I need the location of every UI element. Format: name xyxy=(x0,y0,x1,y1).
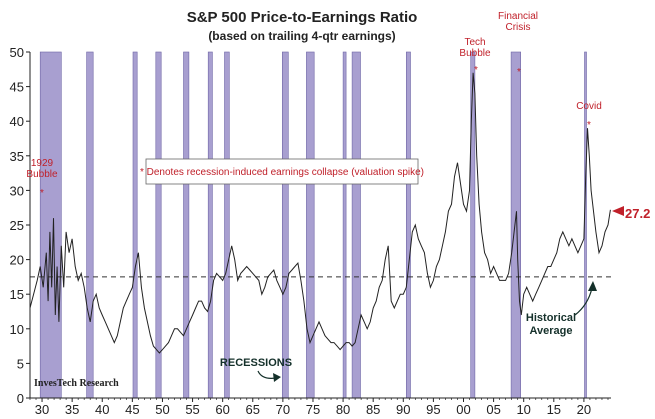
x-tick-label: 20 xyxy=(577,402,591,417)
current-value-label: 27.2 xyxy=(625,206,650,221)
x-tick-label: 65 xyxy=(246,402,260,417)
label-covid: Covid xyxy=(576,101,602,112)
recession-band-13 xyxy=(470,51,476,399)
y-tick-label: 0 xyxy=(17,391,24,406)
current-value-arrow xyxy=(612,206,624,216)
recession-band-4 xyxy=(155,51,162,399)
y-tick-label: 10 xyxy=(10,322,24,337)
x-tick-label: 60 xyxy=(215,402,229,417)
x-tick-label: 50 xyxy=(155,402,169,417)
label-recessions: RECESSIONS xyxy=(220,357,292,369)
x-tick-label: 00 xyxy=(456,402,470,417)
y-tick-label: 25 xyxy=(10,218,24,233)
label-financial-crisis-line2: Crisis xyxy=(506,22,531,33)
chart-title: S&P 500 Price-to-Earnings Ratio xyxy=(187,9,418,26)
recession-band-9 xyxy=(306,51,315,399)
y-tick-label: 20 xyxy=(10,253,24,268)
label-tech-bubble-line2: Bubble xyxy=(459,48,491,59)
x-tick-label: 40 xyxy=(95,402,109,417)
x-tick-label: 85 xyxy=(366,402,380,417)
legend-note: * Denotes recession-induced earnings col… xyxy=(140,167,424,178)
y-tick-label: 50 xyxy=(10,45,24,60)
y-tick-label: 40 xyxy=(10,114,24,129)
recession-bands xyxy=(39,51,587,399)
asterisk-tech-bubble: * xyxy=(474,65,478,76)
label-tech-bubble-line1: Tech xyxy=(464,37,485,48)
label-1929-bubble-line1: 1929 xyxy=(31,158,54,169)
source-credit: InvesTech Research xyxy=(34,378,119,389)
x-tick-label: 10 xyxy=(516,402,530,417)
recession-band-3 xyxy=(132,51,138,399)
recession-band-14 xyxy=(510,51,522,399)
historical-average-arrowhead xyxy=(588,281,597,291)
y-tick-label: 15 xyxy=(10,287,24,302)
x-tick-label: 70 xyxy=(276,402,290,417)
recession-band-7 xyxy=(224,51,230,399)
x-tick-label: 05 xyxy=(486,402,500,417)
y-axis-ticks: 0 5 10 15 20 25 30 35 40 45 50 xyxy=(10,45,30,406)
y-tick-label: 30 xyxy=(10,183,24,198)
x-tick-label: 30 xyxy=(35,402,49,417)
recession-band-5 xyxy=(183,51,190,399)
recessions-arrowhead xyxy=(273,373,281,382)
legend-note-box xyxy=(145,158,419,185)
x-tick-label: 45 xyxy=(125,402,139,417)
label-historical-average-line1: Historical xyxy=(526,312,576,324)
label-historical-average-line2: Average xyxy=(529,325,572,337)
asterisk-financial-crisis: * xyxy=(517,67,521,78)
x-tick-label: 35 xyxy=(65,402,79,417)
x-axis-ticks: 30 35 40 45 50 55 60 65 70 75 80 85 90 95 00 05 10 15 20 xyxy=(29,398,609,417)
label-1929-bubble-line2: Bubble xyxy=(26,169,58,180)
historical-average-arrow xyxy=(574,287,593,316)
x-tick-label: 15 xyxy=(547,402,561,417)
recession-band-1 xyxy=(39,51,62,399)
pe-ratio-series-line xyxy=(29,72,611,354)
asterisk-covid: * xyxy=(587,120,591,131)
recession-band-11 xyxy=(351,51,361,399)
chart-subtitle: (based on trailing 4-qtr earnings) xyxy=(208,29,395,43)
y-tick-label: 35 xyxy=(10,149,24,164)
x-tick-label: 95 xyxy=(426,402,440,417)
recession-band-2 xyxy=(86,51,94,399)
x-tick-label: 90 xyxy=(396,402,410,417)
recession-band-12 xyxy=(405,51,411,399)
axes xyxy=(29,52,611,399)
recession-band-8 xyxy=(281,51,289,399)
asterisk-1929: * xyxy=(40,188,44,199)
y-tick-label: 45 xyxy=(10,80,24,95)
x-tick-label: 80 xyxy=(336,402,350,417)
recession-band-6 xyxy=(207,51,213,399)
label-financial-crisis-line1: Financial xyxy=(498,11,538,22)
x-tick-label: 55 xyxy=(185,402,199,417)
x-tick-label: 75 xyxy=(306,402,320,417)
y-tick-label: 5 xyxy=(17,356,24,371)
